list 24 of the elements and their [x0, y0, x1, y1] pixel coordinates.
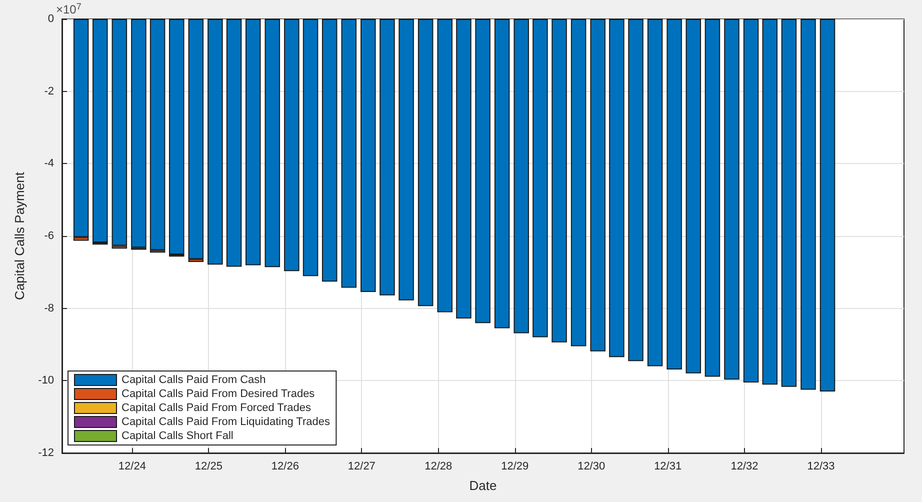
x-tick-label: 12/31	[654, 460, 682, 472]
y-tick-label: -10	[38, 374, 54, 387]
y-tick-label: -12	[38, 447, 54, 459]
x-tick-label: 12/32	[730, 460, 758, 472]
x-tick-label: 12/24	[118, 460, 146, 472]
legend-label: Capital Calls Paid From Desired Trades	[122, 388, 316, 400]
x-tick-label: 12/27	[348, 460, 376, 472]
y-tick-label: -2	[44, 85, 54, 98]
y-tick-label: 0	[48, 13, 54, 25]
x-tick-label: 12/29	[501, 460, 529, 472]
y-tick-label: -8	[44, 302, 54, 314]
x-tick-label: 12/25	[194, 460, 222, 472]
legend-label: Capital Calls Short Fall	[122, 430, 234, 442]
x-tick-label: 12/30	[578, 460, 606, 472]
legend-label: Capital Calls Paid From Forced Trades	[122, 402, 312, 414]
x-axis-title: Date	[469, 478, 497, 493]
y-axis-title: Capital Calls Payment	[12, 172, 27, 300]
x-tick-label: 12/26	[271, 460, 299, 472]
y-tick-label: -6	[44, 230, 54, 242]
x-tick-label: 12/33	[807, 460, 835, 472]
legend-label: Capital Calls Paid From Cash	[122, 374, 266, 386]
x-tick-label: 12/28	[424, 460, 452, 472]
y-tick-label: -4	[44, 158, 54, 170]
legend-label: Capital Calls Paid From Liquidating Trades	[122, 416, 330, 428]
